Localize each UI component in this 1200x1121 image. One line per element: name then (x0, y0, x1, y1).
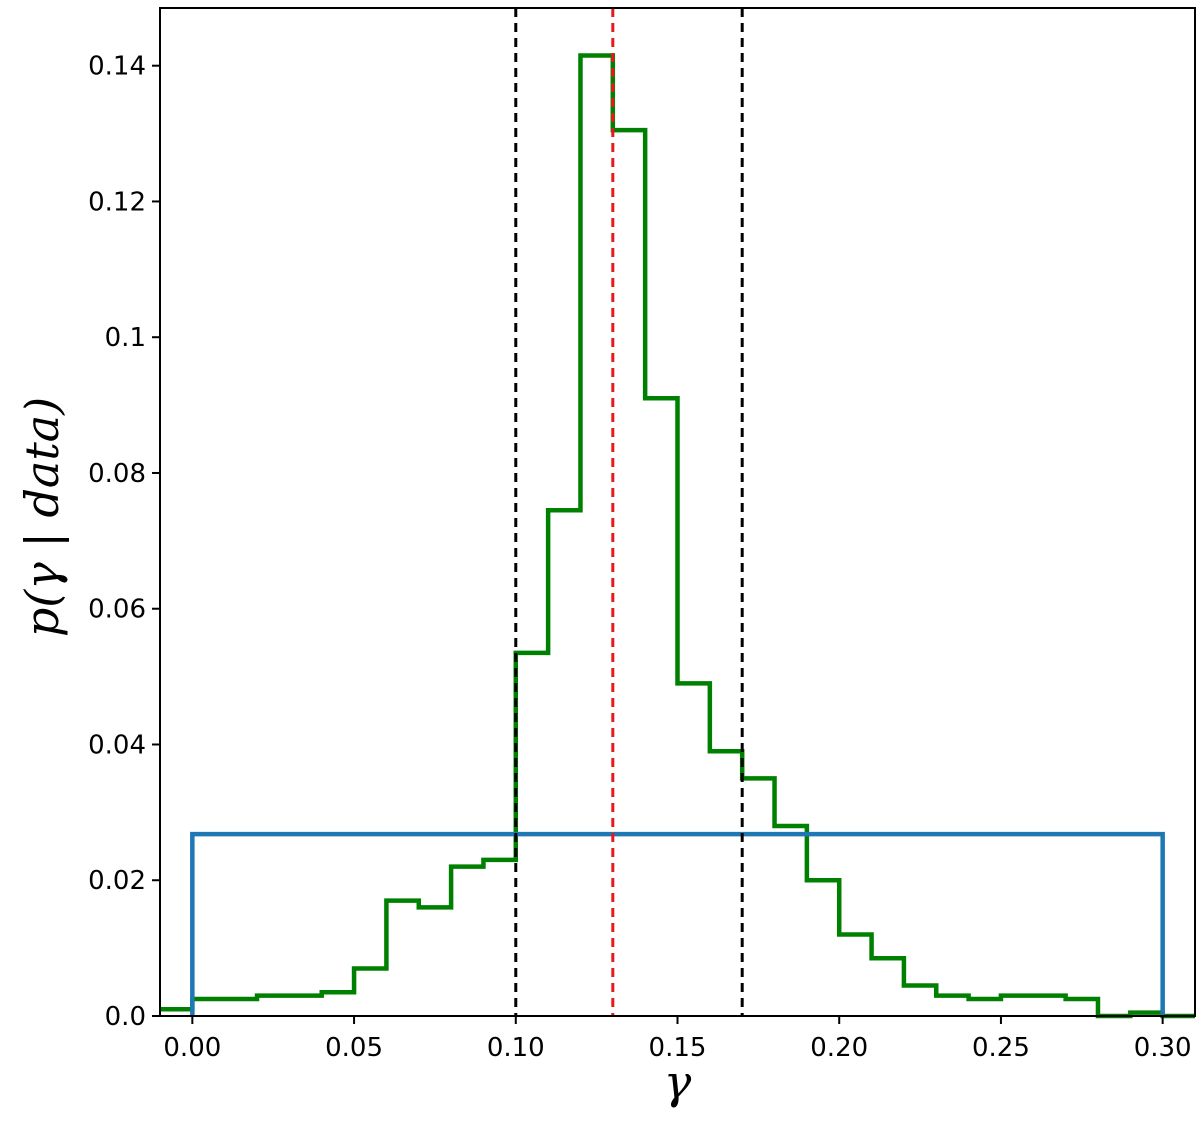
y-tick-label: 0.06 (88, 595, 146, 625)
histogram-bin (1001, 996, 1033, 1016)
x-tick-label: 0.20 (810, 1033, 868, 1063)
chart-marks (160, 8, 1195, 1019)
histogram-bin (904, 985, 936, 1016)
histogram-bin (548, 510, 580, 1016)
axis-ticks: 0.00 0.05 0.10 0.15 0.20 0.25 0.30 0.0 0.02 0.04 0… (88, 52, 1191, 1063)
histogram-bin (1066, 999, 1098, 1016)
histogram-bin (613, 130, 645, 1016)
x-tick-label: 0.25 (972, 1033, 1030, 1063)
y-tick-label: 0.02 (88, 866, 146, 896)
y-tick-label: 0.1 (105, 323, 146, 353)
histogram-bin (1033, 996, 1065, 1016)
histogram-bin (225, 999, 257, 1016)
histogram-bin (580, 56, 612, 1016)
histogram-bin (775, 826, 807, 1016)
histogram-bin (257, 996, 289, 1016)
x-tick-label: 0.10 (487, 1033, 545, 1063)
histogram-bin (872, 958, 904, 1016)
histogram-bin (839, 935, 871, 1016)
histogram-bin (678, 683, 710, 1016)
y-tick-label: 0.04 (88, 730, 146, 760)
histogram-bin (354, 968, 386, 1016)
histogram-bin (386, 901, 418, 1016)
y-tick-label: 0.12 (88, 187, 146, 217)
histogram-bin (160, 1009, 192, 1016)
x-tick-label: 0.05 (325, 1033, 383, 1063)
x-tick-label: 0.30 (1134, 1033, 1192, 1063)
histogram-bin (419, 907, 451, 1016)
histogram-bin (289, 996, 321, 1016)
histogram-bin (969, 999, 1001, 1016)
x-axis-label: γ (664, 1055, 692, 1109)
x-tick-label: 0.15 (649, 1033, 707, 1063)
histogram-bin (742, 778, 774, 1016)
y-tick-label: 0.08 (88, 459, 146, 489)
histogram-bin (192, 999, 224, 1016)
histogram-bin (936, 996, 968, 1016)
histogram-bin (322, 992, 354, 1016)
histogram-bin (451, 867, 483, 1016)
histogram-bin (710, 751, 742, 1016)
prior-uniform-line (190, 831, 1165, 1016)
y-axis-label: p(γ | data) (15, 397, 69, 637)
y-tick-label: 0.14 (88, 52, 146, 82)
histogram-bin (807, 880, 839, 1016)
posterior-histogram-step-line (160, 53, 1195, 1019)
x-tick-label: 0.00 (163, 1033, 221, 1063)
histogram-bin (483, 860, 515, 1016)
y-tick-label: 0.0 (105, 1002, 146, 1032)
histogram-bin (645, 398, 677, 1016)
